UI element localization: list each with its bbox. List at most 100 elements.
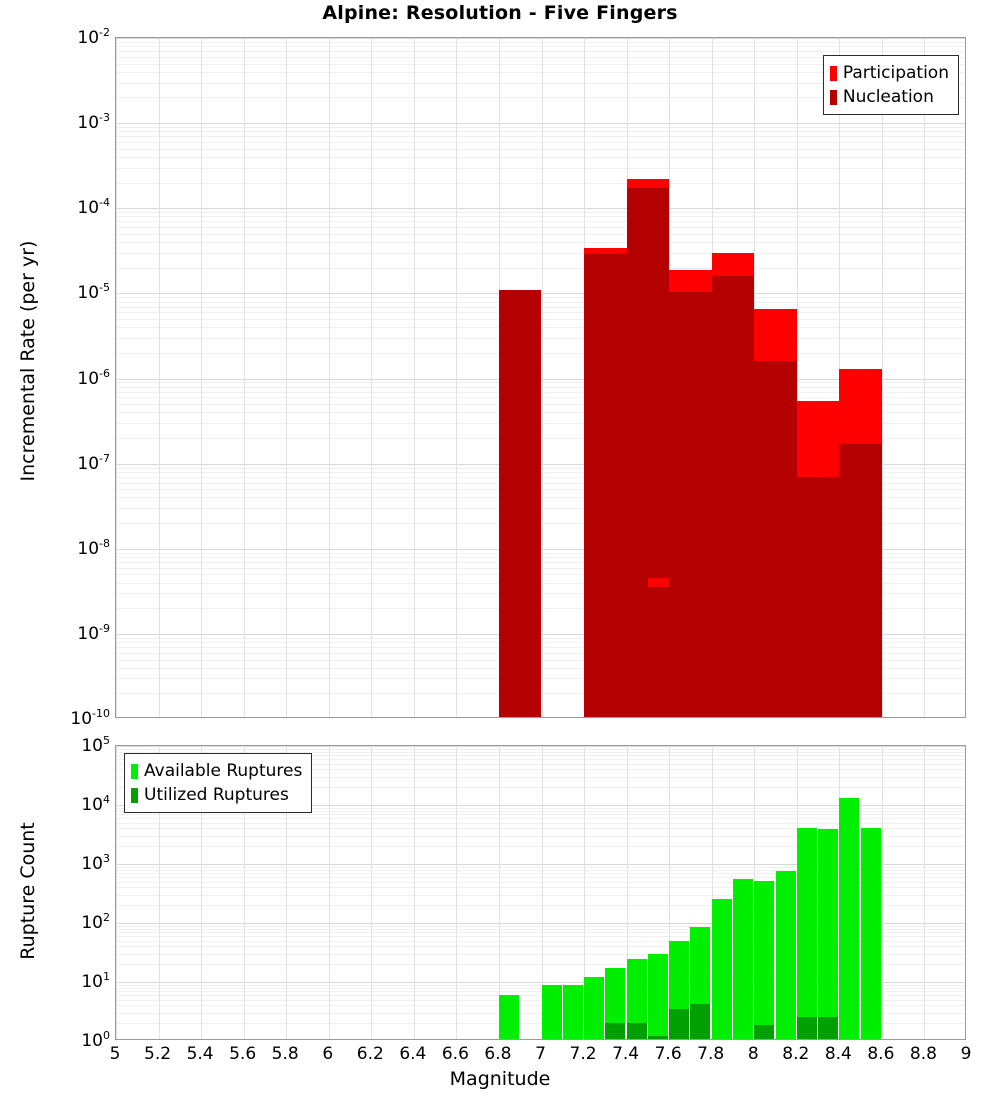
gridline-minor [116, 131, 965, 133]
available-segment [775, 871, 796, 1039]
incremental-rate-panel: Participation Nucleation [115, 37, 966, 718]
y-tick-label: 105 [81, 734, 110, 756]
utilized-segment [796, 1016, 817, 1039]
available-segment [541, 984, 562, 1039]
gridline-minor [116, 82, 965, 84]
gridline-vertical [626, 746, 628, 1039]
gridline-minor [116, 1012, 965, 1014]
gridline-minor [116, 148, 965, 150]
rate-bar [669, 38, 712, 717]
nucleation-segment [647, 586, 670, 717]
x-tick-label: 6.4 [399, 1044, 427, 1064]
gridline-major [116, 864, 965, 865]
gridline-vertical [456, 38, 458, 717]
utilized-segment [754, 1024, 775, 1039]
x-tick-label: 6.6 [441, 1044, 469, 1064]
gridline-minor [116, 869, 965, 871]
y-tick-label: 104 [81, 793, 110, 815]
x-tick-label: 7.8 [697, 1044, 725, 1064]
gridline-minor [116, 828, 965, 830]
x-tick-label: 7.2 [569, 1044, 597, 1064]
gridline-vertical [371, 38, 373, 717]
gridline-major [116, 38, 965, 39]
rupture-bar [647, 746, 668, 1039]
rupture-bar [498, 746, 519, 1039]
gridline-minor [116, 787, 965, 789]
rate-bar [647, 38, 670, 717]
gridline-minor [116, 987, 965, 989]
gridline-minor [116, 56, 965, 58]
legend-item: Nucleation [829, 85, 949, 109]
gridline-minor [116, 769, 965, 771]
gridline-vertical [796, 38, 798, 717]
legend-label: Available Ruptures [144, 760, 303, 781]
gridline-vertical [286, 38, 288, 717]
gridline-minor [116, 881, 965, 883]
gridline-minor [116, 759, 965, 761]
available-segment [498, 995, 519, 1039]
gridline-vertical [243, 746, 245, 1039]
gridline-vertical [201, 746, 203, 1039]
gridline-vertical [201, 38, 203, 717]
gridline-major [116, 982, 965, 983]
legend-label: Utilized Ruptures [144, 784, 289, 805]
nucleation-segment [584, 254, 627, 717]
gridline-minor [116, 1023, 965, 1025]
gridline-minor [116, 227, 965, 229]
gridline-minor [116, 267, 965, 269]
utilized-segment [647, 1036, 668, 1039]
utilized-segment [818, 1016, 839, 1039]
x-tick-label: 6.2 [356, 1044, 384, 1064]
rupture-bar [605, 746, 626, 1039]
x-tick-label: 5 [109, 1044, 121, 1064]
gridline-vertical [498, 746, 500, 1039]
gridline-minor [116, 167, 965, 169]
gridline-vertical [669, 746, 671, 1039]
gridline-minor [116, 964, 965, 966]
gridline-minor [116, 991, 965, 993]
gridline-minor [116, 905, 965, 907]
gridline-minor [116, 233, 965, 235]
legend-swatch-icon [829, 65, 837, 81]
gridline-minor [116, 751, 965, 753]
gridline-vertical [413, 38, 415, 717]
gridline-vertical [116, 38, 117, 717]
nucleation-segment [754, 361, 797, 717]
gridline-vertical [328, 38, 330, 717]
gridline-minor [116, 776, 965, 778]
gridline-minor [116, 216, 965, 218]
gridline-vertical [541, 38, 543, 717]
gridline-minor [116, 136, 965, 138]
gridline-minor [116, 142, 965, 143]
rupture-bar [690, 746, 711, 1039]
gridline-minor [116, 212, 965, 214]
gridline-vertical [158, 746, 160, 1039]
rupture-bar [541, 746, 562, 1039]
gridline-minor [116, 46, 965, 48]
available-segment [562, 984, 583, 1039]
gridline-major [116, 923, 965, 924]
gridline-minor [116, 936, 965, 938]
gridline-minor [116, 932, 965, 934]
y-tick-label: 102 [81, 911, 110, 933]
gridline-minor [116, 866, 965, 868]
gridline-minor [116, 940, 965, 942]
nucleation-segment [711, 275, 755, 717]
rupture-bar [860, 746, 881, 1039]
bottom-gridlines [116, 746, 965, 1039]
available-segment [626, 958, 647, 1039]
x-tick-label: 7.6 [654, 1044, 682, 1064]
x-tick-label: 9 [960, 1044, 972, 1064]
rupture-bar [584, 746, 605, 1039]
x-tick-label: 6 [322, 1044, 334, 1064]
available-segment [860, 828, 881, 1039]
utilized-segment [605, 1023, 626, 1039]
x-tick-label: 5.8 [271, 1044, 299, 1064]
gridline-minor [116, 763, 965, 765]
y-axis-ticks-top: 10-2 10-3 10-4 10-5 10-6 10-7 10-8 10-9 10-10 [0, 0, 110, 1100]
gridline-minor [116, 755, 965, 757]
nucleation-segment [839, 444, 882, 717]
x-tick-label: 8.6 [867, 1044, 895, 1064]
gridline-minor [116, 252, 965, 254]
rate-bar [498, 38, 542, 717]
